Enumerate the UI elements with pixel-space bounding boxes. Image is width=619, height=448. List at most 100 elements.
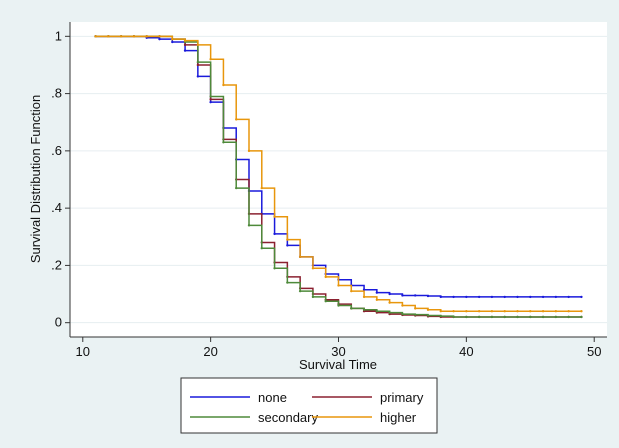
point — [311, 295, 315, 299]
point — [196, 60, 200, 64]
point — [567, 295, 570, 299]
point — [477, 310, 481, 313]
point — [414, 313, 417, 316]
point — [439, 314, 442, 318]
point — [260, 247, 263, 250]
point — [580, 295, 583, 299]
point — [414, 307, 417, 310]
point — [183, 39, 187, 42]
point — [260, 186, 263, 190]
point — [388, 311, 391, 314]
x-axis-label: Survival Time — [299, 357, 377, 372]
point — [196, 63, 200, 67]
point — [350, 289, 353, 293]
legend-label: primary — [380, 390, 424, 405]
point — [171, 40, 174, 44]
y-tick-label: 0 — [55, 315, 62, 330]
point — [209, 58, 212, 61]
point — [388, 301, 391, 304]
point — [401, 304, 404, 307]
point — [490, 310, 494, 313]
point — [350, 307, 353, 310]
point — [503, 295, 506, 299]
point — [273, 232, 276, 236]
point — [337, 284, 340, 287]
point — [247, 149, 251, 153]
point — [465, 315, 468, 319]
x-tick-label: 30 — [331, 344, 345, 359]
point — [183, 43, 187, 47]
point — [375, 310, 379, 313]
point — [426, 294, 430, 298]
point — [132, 35, 136, 38]
point — [107, 35, 110, 38]
point — [388, 292, 391, 296]
point — [439, 310, 442, 313]
point — [477, 315, 481, 319]
point — [375, 291, 379, 294]
x-tick-label: 10 — [76, 344, 90, 359]
point — [158, 35, 161, 38]
point — [209, 95, 212, 98]
point — [426, 314, 430, 317]
point — [529, 315, 532, 319]
point — [324, 275, 327, 279]
y-tick-label: .6 — [51, 143, 62, 158]
point — [196, 43, 200, 47]
legend-label: none — [258, 390, 287, 405]
x-tick-label: 50 — [587, 344, 601, 359]
point — [452, 310, 455, 313]
point — [452, 315, 455, 319]
point — [183, 49, 187, 52]
y-tick-label: 1 — [55, 28, 62, 43]
point — [426, 308, 430, 311]
point — [439, 295, 442, 299]
point — [362, 308, 366, 311]
point — [452, 295, 455, 299]
point — [516, 315, 519, 319]
point — [541, 295, 545, 299]
point — [529, 295, 532, 299]
point — [554, 315, 558, 319]
point — [375, 298, 379, 301]
legend-label: higher — [380, 410, 417, 425]
point — [567, 315, 570, 319]
point — [286, 281, 289, 284]
point — [311, 267, 315, 270]
point — [567, 310, 570, 313]
point — [286, 244, 289, 247]
point — [235, 186, 238, 190]
point — [209, 100, 212, 104]
point — [222, 83, 225, 87]
y-tick-label: .4 — [51, 200, 62, 215]
point — [580, 315, 583, 319]
point — [401, 312, 404, 316]
point — [324, 300, 327, 303]
y-axis-label: Survival Distribution Function — [28, 95, 43, 263]
point — [298, 289, 302, 293]
point — [119, 35, 123, 38]
point — [541, 315, 545, 319]
point — [273, 215, 276, 218]
point — [490, 315, 494, 319]
point — [554, 310, 558, 313]
x-tick-label: 40 — [459, 344, 473, 359]
point — [580, 310, 583, 313]
point — [362, 295, 366, 299]
point — [235, 118, 238, 121]
point — [465, 310, 468, 313]
point — [554, 295, 558, 299]
point — [158, 37, 161, 41]
legend-label: secondary — [258, 410, 318, 425]
point — [529, 310, 532, 313]
x-tick-label: 20 — [203, 344, 217, 359]
point — [273, 267, 276, 270]
point — [145, 35, 148, 38]
point — [401, 294, 404, 297]
point — [516, 295, 519, 299]
point — [503, 310, 506, 313]
legend — [180, 377, 438, 434]
point — [490, 295, 494, 299]
point — [196, 75, 200, 78]
